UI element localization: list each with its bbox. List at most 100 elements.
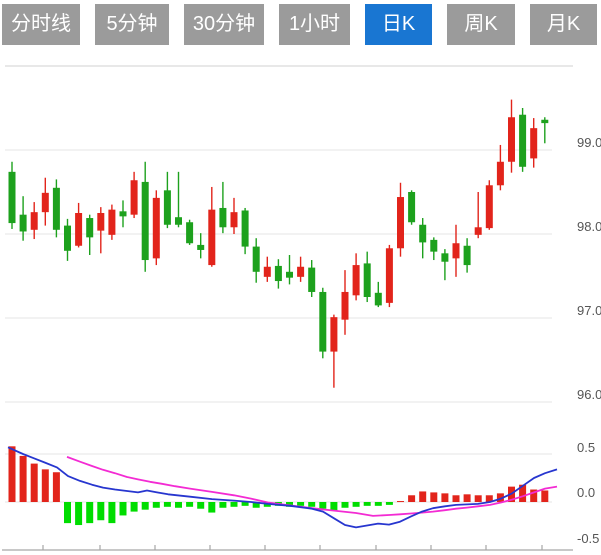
candle-body xyxy=(485,185,493,229)
candle-body xyxy=(64,225,71,251)
timeframe-tab-bar: 分时线 5分钟 30分钟 1小时 日K 周K 月K xyxy=(2,4,597,45)
macd-bar xyxy=(41,469,49,502)
macd-bar xyxy=(397,501,404,503)
tab-5min[interactable]: 5分钟 xyxy=(95,4,169,45)
macd-bar xyxy=(408,495,416,502)
macd-bar xyxy=(19,455,27,502)
candle-body xyxy=(152,197,160,259)
dea-line xyxy=(66,456,558,517)
macd-bar xyxy=(496,493,504,502)
candle-body xyxy=(19,214,27,232)
candle-body xyxy=(75,213,83,246)
macd-axis-label: 0.0 xyxy=(577,485,596,500)
candle-body xyxy=(30,212,38,230)
candle-body xyxy=(41,192,49,213)
candle-body xyxy=(108,209,116,235)
macd-bar xyxy=(541,490,549,502)
candle-body xyxy=(208,209,216,266)
candle-body xyxy=(441,253,449,262)
candle-body xyxy=(408,192,416,223)
macd-bar xyxy=(385,502,393,505)
tab-time-share[interactable]: 分时线 xyxy=(2,4,80,45)
candle-body xyxy=(263,266,271,277)
candle-body xyxy=(241,210,249,247)
macd-bar xyxy=(463,494,471,502)
price-axis-label: 99.0 xyxy=(577,135,601,150)
macd-bar xyxy=(286,502,293,507)
candle-body xyxy=(352,265,360,296)
macd-bar xyxy=(30,463,38,502)
macd-bar xyxy=(330,502,338,511)
macd-axis-label: 0.5 xyxy=(577,440,596,455)
macd-bar xyxy=(374,502,382,506)
candles xyxy=(8,99,549,388)
candle-body xyxy=(341,291,349,320)
macd-bar xyxy=(152,502,160,508)
macd-bar xyxy=(208,502,216,513)
tab-week-k[interactable]: 周K xyxy=(447,4,515,45)
candle-body xyxy=(419,224,427,243)
candle-body xyxy=(8,171,16,224)
candle-body xyxy=(519,114,527,167)
candle-body xyxy=(452,243,460,259)
macd-bar xyxy=(485,495,493,502)
macd-bar xyxy=(419,491,427,502)
macd-bar xyxy=(452,495,460,502)
candle-body xyxy=(197,244,205,250)
candle-body xyxy=(397,197,404,249)
macd-bar xyxy=(230,502,238,507)
candle-body xyxy=(286,271,293,278)
macd-bar xyxy=(441,493,449,502)
candle-body xyxy=(175,217,182,225)
candle-body xyxy=(508,117,515,162)
macd-bar xyxy=(97,502,105,521)
candle-body xyxy=(363,263,371,297)
candle-body xyxy=(130,180,138,215)
candle-body xyxy=(297,266,305,277)
macd-bar xyxy=(352,502,360,507)
macd-bar xyxy=(186,502,194,507)
candle-body xyxy=(119,211,127,217)
candle-body xyxy=(385,248,393,303)
macd-bar xyxy=(175,502,182,508)
candle-body xyxy=(86,218,94,238)
macd-histogram xyxy=(8,446,549,526)
price-gridlines xyxy=(5,65,573,403)
macd-bar xyxy=(64,502,71,524)
candle-body xyxy=(252,246,260,272)
candle-body xyxy=(319,291,327,352)
macd-bar xyxy=(108,502,116,524)
macd-bar xyxy=(75,502,83,526)
macd-bar xyxy=(341,502,349,508)
macd-bar xyxy=(141,502,149,510)
tab-30min[interactable]: 30分钟 xyxy=(184,4,264,45)
candle-body xyxy=(163,190,171,225)
macd-bar xyxy=(319,502,327,509)
macd-bar xyxy=(8,446,16,502)
tab-day-k[interactable]: 日K xyxy=(365,4,432,45)
tab-1hour[interactable]: 1小时 xyxy=(279,4,350,45)
macd-bar xyxy=(430,492,438,502)
macd-bar xyxy=(530,489,538,502)
macd-bar xyxy=(86,502,94,524)
candle-body xyxy=(496,161,504,186)
macd-bar xyxy=(241,502,249,506)
candle-body xyxy=(463,245,471,266)
macd-bar xyxy=(363,502,371,506)
candle-body xyxy=(274,265,282,282)
macd-bar xyxy=(297,502,305,506)
candle-body xyxy=(308,267,316,292)
candle-body xyxy=(52,187,60,230)
macd-bar xyxy=(219,502,227,508)
tab-month-k[interactable]: 月K xyxy=(530,4,597,45)
macd-bar xyxy=(474,495,482,502)
candle-body xyxy=(474,227,482,235)
macd-bar xyxy=(163,502,171,507)
x-axis xyxy=(2,545,573,551)
candle-body xyxy=(97,213,105,231)
macd-bar xyxy=(119,502,127,516)
macd-bar xyxy=(130,502,138,512)
macd-bar xyxy=(308,502,316,507)
